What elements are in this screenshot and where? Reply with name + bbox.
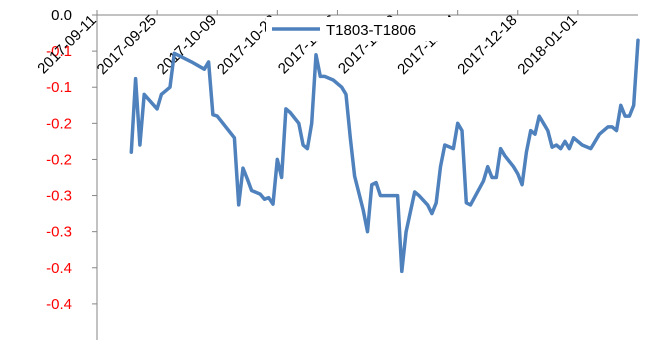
y-tick-label: -0.2 xyxy=(46,115,72,132)
legend-label: T1803-T1806 xyxy=(326,22,416,39)
series-layer xyxy=(129,38,640,274)
y-tick-label: -0.4 xyxy=(46,260,72,277)
y-tick-label: -0.2 xyxy=(46,151,72,168)
y-tick-label: -0.3 xyxy=(46,188,72,205)
y-tick-label: -0.4 xyxy=(46,296,72,313)
y-axis: 0.0 -0.1 -0.1 -0.2 -0.2 -0.3 -0.3 -0.4 -0.4 xyxy=(46,7,98,340)
y-tick-label: -0.1 xyxy=(46,79,72,96)
x-tick-label: 2018-01-01 xyxy=(514,12,580,78)
x-tick-label: 2017-09-25 xyxy=(94,12,160,78)
y-tick-label: -0.1 xyxy=(46,43,72,60)
y-tick-label: 0.0 xyxy=(51,7,72,24)
series-line xyxy=(129,38,640,274)
legend: T1803-T1806 xyxy=(266,17,476,41)
y-tick-label: -0.3 xyxy=(46,224,72,241)
